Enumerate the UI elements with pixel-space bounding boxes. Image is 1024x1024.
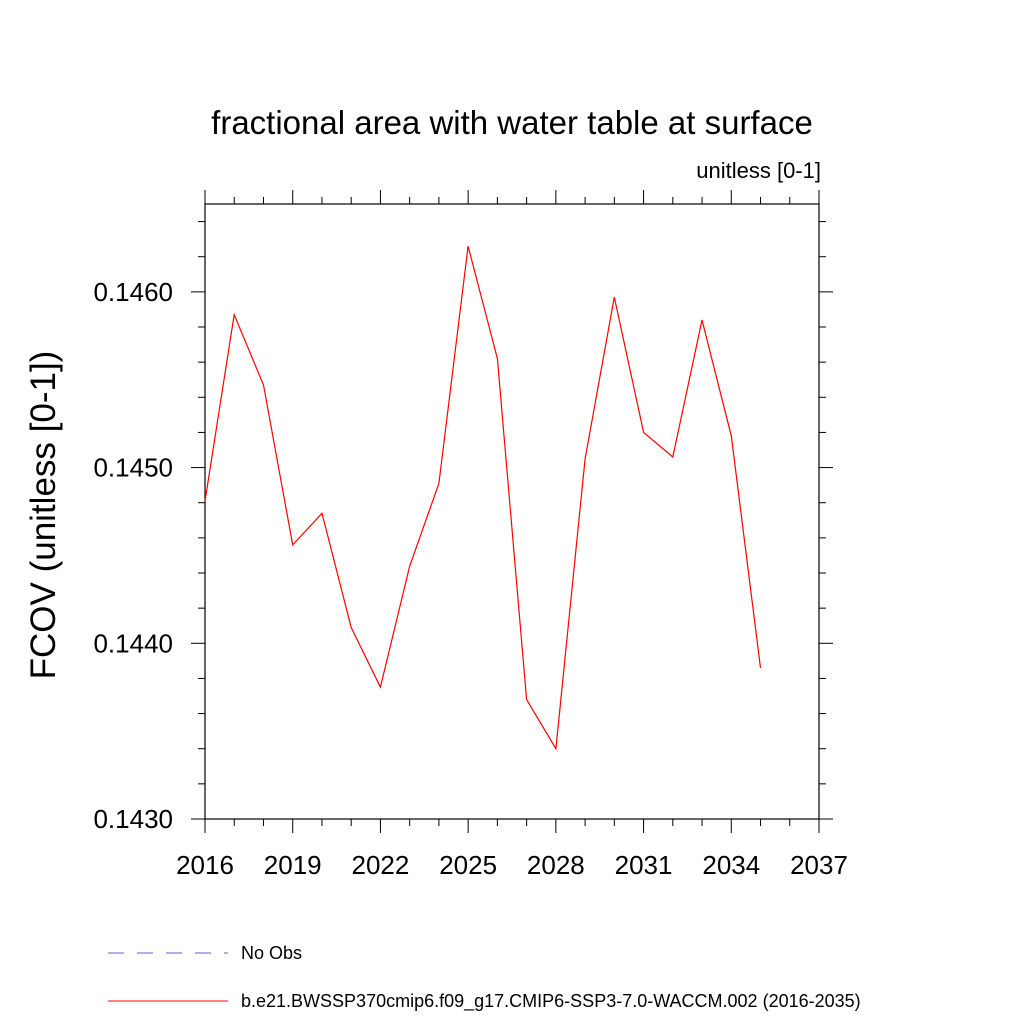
- x-tick-label: 2028: [527, 850, 585, 880]
- x-tick-label: 2019: [264, 850, 322, 880]
- units-label: unitless [0-1]: [696, 158, 821, 183]
- x-tick-label: 2016: [176, 850, 234, 880]
- legend-label-obs: No Obs: [241, 943, 303, 963]
- series-line: [204, 246, 762, 751]
- x-tick-label: 2034: [702, 850, 760, 880]
- y-tick-label: 0.1460: [93, 277, 173, 307]
- y-tick-label: 0.1440: [93, 628, 173, 658]
- y-tick-label: 0.1450: [93, 453, 173, 483]
- x-tick-label: 2031: [615, 850, 673, 880]
- plot-frame: [204, 203, 820, 820]
- x-tick-label: 2025: [439, 850, 497, 880]
- chart-title: fractional area with water table at surf…: [211, 104, 813, 141]
- y-tick-label: 0.1430: [93, 804, 173, 834]
- legend-label-model: b.e21.BWSSP370cmip6.f09_g17.CMIP6-SSP3-7…: [241, 991, 861, 1011]
- x-tick-label: 2022: [352, 850, 410, 880]
- x-tick-label: 2037: [790, 850, 848, 880]
